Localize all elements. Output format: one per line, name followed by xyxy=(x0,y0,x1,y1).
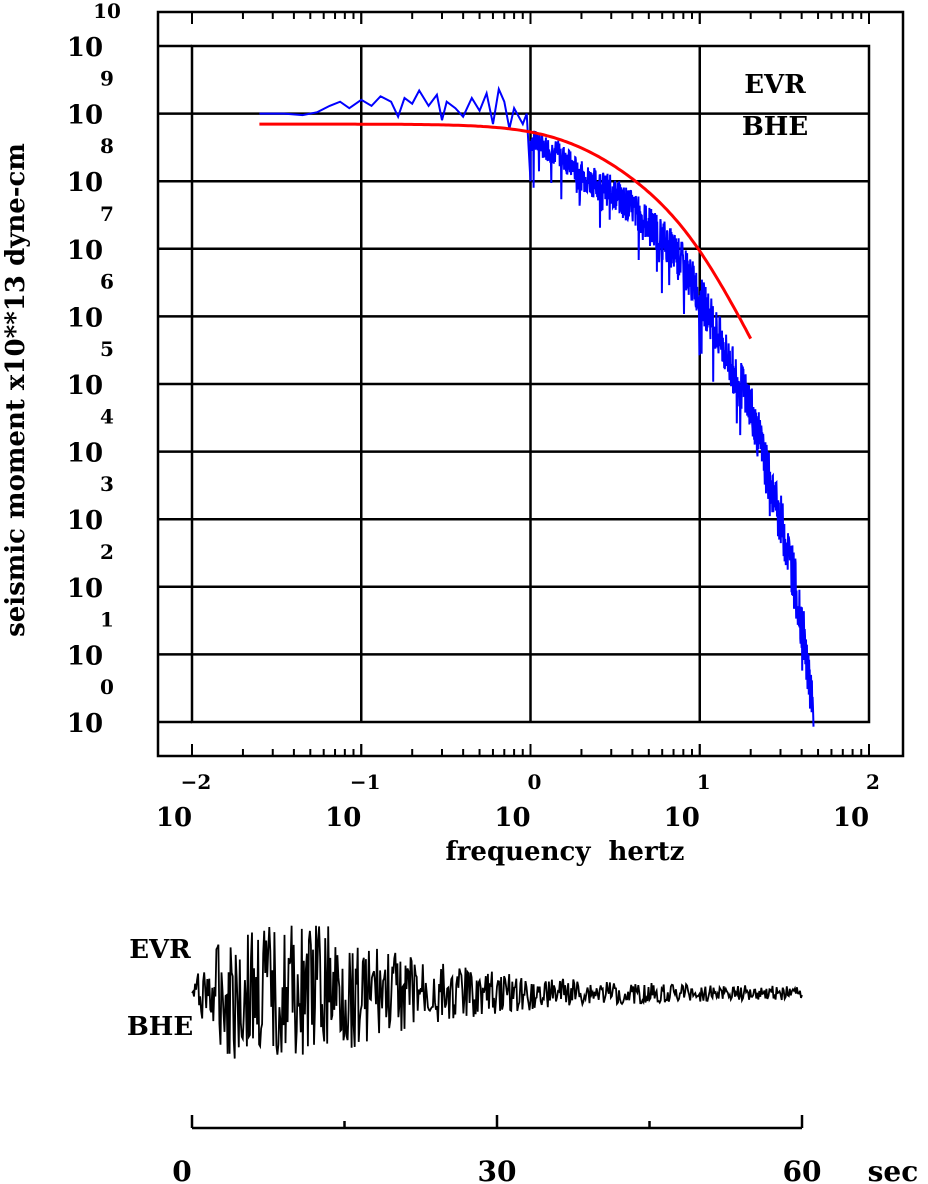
station-label: EVR xyxy=(744,70,806,100)
x-tick-exponent: 2 xyxy=(866,770,880,794)
y-tick-base: 10 xyxy=(67,33,103,63)
y-tick-exponent: 3 xyxy=(100,472,114,496)
y-tick-exponent: 4 xyxy=(100,405,114,429)
model-fit-line xyxy=(259,122,753,340)
y-tick-exponent: 6 xyxy=(100,269,114,293)
x-tick-labels: −2 10 −1 10 0 10 1 10 2 10 xyxy=(156,770,880,833)
y-tick-base: 10 xyxy=(67,236,103,266)
seismogram-layer xyxy=(191,925,803,1059)
y-tick-exponent: 0 xyxy=(100,675,114,699)
y-tick-base: 10 xyxy=(67,101,103,131)
x-tick-base: 10 xyxy=(494,803,530,833)
time-axis-unit: sec xyxy=(868,1155,919,1184)
x-tick-base: 10 xyxy=(156,803,192,833)
time-tick-label: 30 xyxy=(478,1155,517,1184)
y-tick-base: 10 xyxy=(67,574,103,604)
x-tick-exponent: −2 xyxy=(181,770,212,794)
y-axis-label: seismic moment x10**13 dyne-cm xyxy=(1,143,31,637)
x-tick-base: 10 xyxy=(325,803,361,833)
y-tick-exponent: 9 xyxy=(100,67,114,91)
y-tick-labels: 10 0 10 1 10 2 10 3 10 4 10 5 10 6 10 7 10 8 10 9 10 10 xyxy=(67,0,121,739)
y-tick-exponent: 1 xyxy=(100,607,114,631)
seismogram-trace xyxy=(191,925,803,1059)
y-tick-base: 10 xyxy=(67,371,103,401)
seismogram-component-label: BHE xyxy=(127,1012,193,1042)
spectrum-line xyxy=(259,85,815,727)
x-axis-label: frequency hertz xyxy=(446,837,685,867)
series-layer xyxy=(259,85,815,727)
x-tick-exponent: 0 xyxy=(528,770,542,794)
y-tick-base: 10 xyxy=(67,303,103,333)
x-tick-base: 10 xyxy=(664,803,700,833)
x-tick-exponent: −1 xyxy=(350,770,381,794)
axis-ticks xyxy=(158,12,870,756)
x-tick-base: 10 xyxy=(833,803,869,833)
seismogram-station-label: EVR xyxy=(129,935,191,965)
x-tick-exponent: 1 xyxy=(697,770,711,794)
grid-lines xyxy=(192,46,869,722)
y-tick-exponent: 7 xyxy=(100,202,114,226)
time-axis: 0 30 60 xyxy=(172,1115,821,1184)
y-tick-base: 10 xyxy=(67,709,103,739)
time-tick-label: 0 xyxy=(172,1155,191,1184)
y-tick-base: 10 xyxy=(67,168,103,198)
y-tick-base: 10 xyxy=(67,439,103,469)
y-tick-exponent: 8 xyxy=(100,134,114,158)
y-tick-base: 10 xyxy=(67,506,103,536)
y-tick-exponent: 5 xyxy=(100,337,114,361)
y-tick-base: 10 xyxy=(67,641,103,671)
time-tick-label: 60 xyxy=(783,1155,822,1184)
component-label: BHE xyxy=(742,112,808,142)
y-tick-exponent: 2 xyxy=(100,540,114,564)
y-tick-exponent: 10 xyxy=(93,0,121,23)
